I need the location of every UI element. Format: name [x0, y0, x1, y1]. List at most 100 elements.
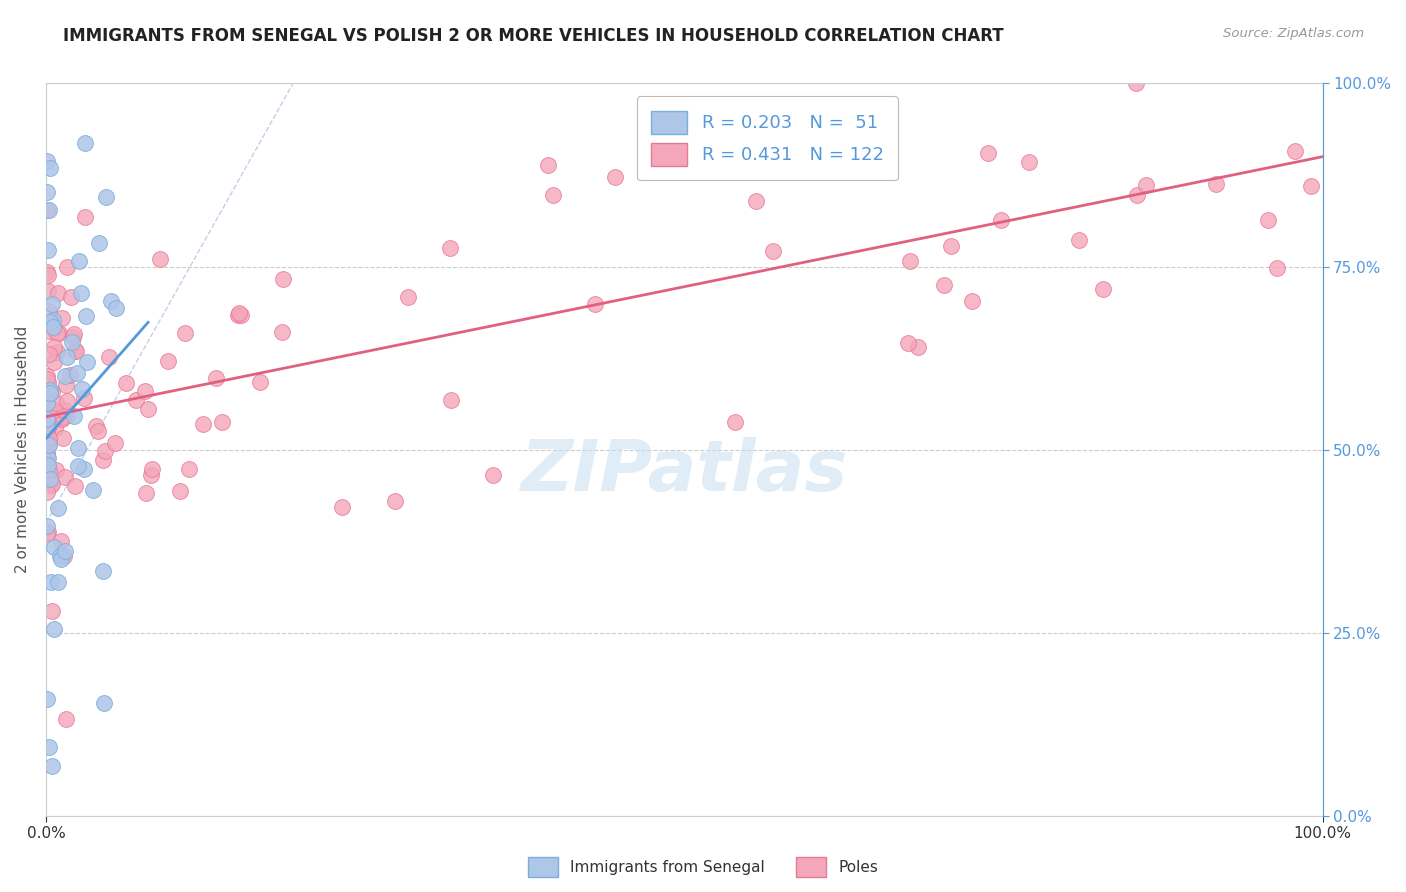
Point — [46, 344, 69, 359]
Point — [990, 212, 1012, 227]
Point — [934, 277, 956, 292]
Point — [1284, 144, 1306, 158]
Point — [37, 421, 59, 435]
Point — [41, 476, 63, 491]
Point — [46, 574, 69, 589]
Point — [35, 411, 58, 425]
Point — [38, 464, 60, 478]
Point — [193, 417, 215, 431]
Point — [1125, 77, 1147, 91]
Point — [38, 740, 60, 755]
Y-axis label: 2 or more Vehicles in Household: 2 or more Vehicles in Household — [15, 326, 30, 574]
Point — [56, 408, 79, 422]
Point — [440, 393, 463, 408]
Point — [605, 169, 627, 184]
Point — [141, 462, 163, 476]
Point — [60, 334, 83, 349]
Point — [37, 244, 59, 258]
Point — [1299, 178, 1322, 193]
Point — [37, 185, 59, 199]
Point — [35, 154, 58, 169]
Point — [38, 431, 60, 445]
Point — [41, 313, 63, 327]
Point — [66, 366, 89, 380]
Point — [1205, 177, 1227, 191]
Point — [63, 479, 86, 493]
Point — [977, 145, 1000, 160]
Point — [76, 355, 98, 369]
Point — [44, 622, 66, 636]
Point — [39, 472, 62, 486]
Point — [49, 534, 72, 549]
Point — [67, 254, 90, 268]
Point — [41, 759, 63, 773]
Point — [94, 443, 117, 458]
Point — [35, 423, 58, 437]
Point — [149, 252, 172, 266]
Point — [35, 265, 58, 279]
Point — [762, 244, 785, 258]
Point — [38, 438, 60, 452]
Point — [56, 394, 79, 409]
Point — [35, 402, 58, 417]
Point — [73, 391, 96, 405]
Legend: Immigrants from Senegal, Poles: Immigrants from Senegal, Poles — [520, 849, 886, 884]
Point — [37, 518, 59, 533]
Point — [1018, 154, 1040, 169]
Point — [482, 467, 505, 482]
Point — [55, 712, 77, 726]
Point — [231, 308, 253, 322]
Point — [134, 384, 156, 398]
Point — [226, 308, 249, 322]
Point — [1265, 261, 1288, 276]
Point — [62, 330, 84, 344]
Point — [42, 355, 65, 369]
Point — [53, 549, 76, 563]
Point — [35, 418, 58, 433]
Point — [898, 253, 921, 268]
Point — [38, 347, 60, 361]
Point — [70, 285, 93, 300]
Point — [42, 340, 65, 354]
Point — [38, 436, 60, 450]
Point — [35, 526, 58, 541]
Point — [41, 385, 63, 400]
Point — [39, 478, 62, 492]
Point — [104, 436, 127, 450]
Point — [907, 341, 929, 355]
Point — [439, 241, 461, 255]
Point — [91, 564, 114, 578]
Point — [44, 402, 66, 417]
Point — [46, 501, 69, 516]
Point — [93, 696, 115, 710]
Point — [38, 202, 60, 217]
Point — [37, 450, 59, 465]
Point — [39, 161, 62, 175]
Point — [38, 303, 60, 318]
Point — [53, 470, 76, 484]
Point — [44, 420, 66, 434]
Point — [45, 396, 67, 410]
Point — [63, 409, 86, 423]
Point — [249, 375, 271, 389]
Point — [114, 376, 136, 390]
Point — [35, 447, 58, 461]
Point — [59, 290, 82, 304]
Point — [48, 326, 70, 340]
Point — [42, 320, 65, 334]
Point — [105, 301, 128, 315]
Point — [55, 351, 77, 365]
Point — [1126, 187, 1149, 202]
Point — [35, 396, 58, 410]
Point — [39, 574, 62, 589]
Point — [62, 326, 84, 341]
Point — [73, 136, 96, 151]
Point — [38, 385, 60, 400]
Point — [941, 239, 963, 253]
Point — [65, 343, 87, 358]
Point — [270, 325, 292, 339]
Point — [35, 691, 58, 706]
Point — [583, 296, 606, 310]
Point — [73, 461, 96, 475]
Point — [37, 434, 59, 449]
